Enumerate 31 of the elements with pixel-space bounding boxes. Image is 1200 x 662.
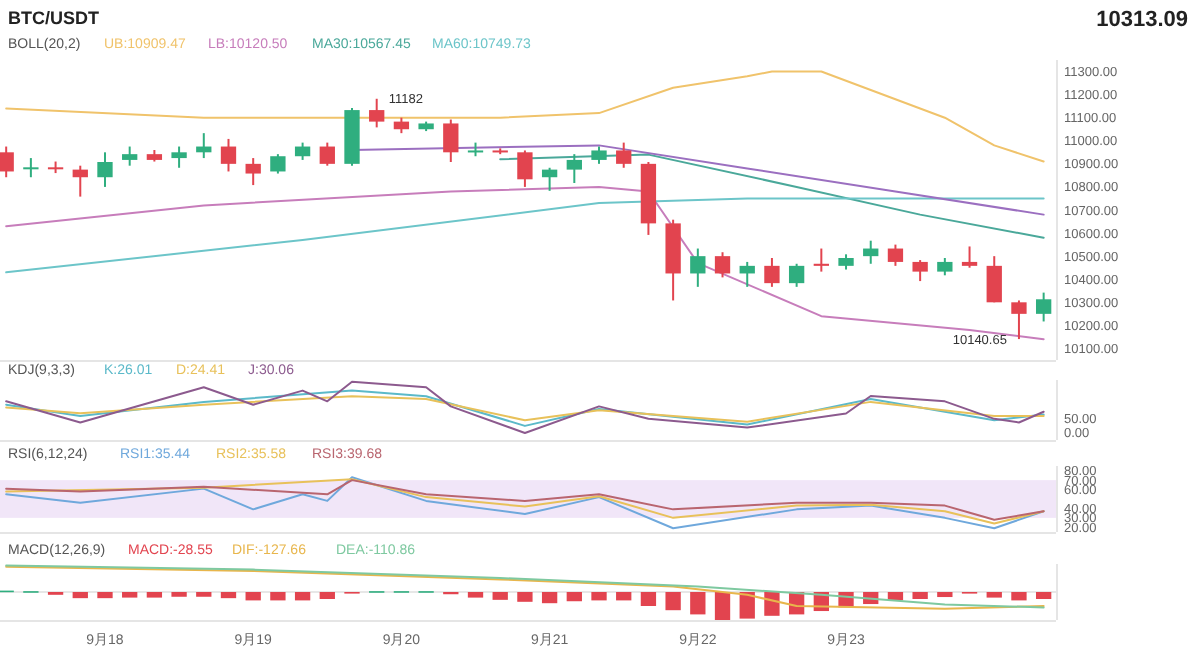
candlestick <box>961 245 978 269</box>
candlestick <box>0 145 14 179</box>
candlestick <box>788 262 805 288</box>
candlestick <box>443 118 459 163</box>
candlestick <box>171 145 187 169</box>
candlestick <box>541 166 558 192</box>
candlestick <box>1011 299 1027 341</box>
text: 10313.09 <box>1096 8 1188 32</box>
candlestick <box>270 153 286 175</box>
candlestick <box>319 141 335 167</box>
candlestick <box>220 137 237 173</box>
candlestick <box>714 251 731 279</box>
candlestick <box>986 255 1002 304</box>
candlestick <box>813 247 829 273</box>
candlestick <box>23 157 39 179</box>
candlestick <box>764 257 780 288</box>
candlestick <box>72 164 88 198</box>
candlestick <box>517 149 533 188</box>
candlestick <box>616 141 632 169</box>
candlestick <box>863 239 879 265</box>
candlestick <box>887 243 904 267</box>
candlestick <box>912 259 928 283</box>
candlestick <box>739 260 755 288</box>
chart-title: BTC/USDT <box>8 8 100 28</box>
candlestick <box>1035 291 1052 323</box>
candlestick <box>122 145 138 167</box>
candlestick <box>566 153 582 184</box>
candlestick <box>97 151 113 188</box>
candlestick <box>245 157 261 187</box>
candlestick <box>690 247 706 288</box>
candlestick <box>369 97 385 129</box>
